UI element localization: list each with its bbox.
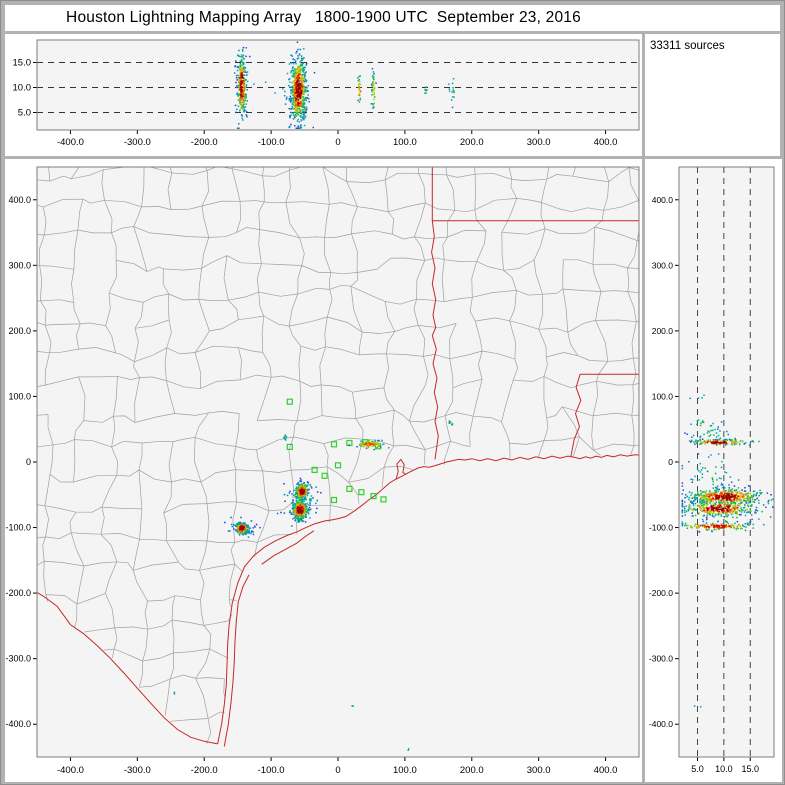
lma-station-markers <box>286 398 387 504</box>
svg-text:-100.0: -100.0 <box>5 523 31 533</box>
svg-text:100.0: 100.0 <box>393 765 417 776</box>
svg-text:0: 0 <box>26 457 31 467</box>
station-marker <box>330 496 338 504</box>
svg-text:5.0: 5.0 <box>691 764 704 774</box>
svg-text:-200.0: -200.0 <box>5 588 31 598</box>
altitude-ew-plot[interactable]: 5.0 10.0 15.0 -400.0 -300.0 -200.0 -100.0 0 100.… <box>5 34 642 156</box>
panel-altitude-vs-ew: 5.0 10.0 15.0 -400.0 -300.0 -200.0 -100.0 0 100.… <box>5 34 642 156</box>
station-marker <box>358 489 365 496</box>
svg-text:100.0: 100.0 <box>8 391 31 401</box>
svg-text:200.0: 200.0 <box>652 326 674 336</box>
altitude-ns-plot[interactable]: 5.0 10.0 15.0 -400.0 -300.0 -200.0 -100.0 0 100.… <box>645 159 782 782</box>
station-marker <box>286 443 293 450</box>
station-marker <box>321 472 328 479</box>
svg-text:10.0: 10.0 <box>13 83 32 94</box>
station-marker <box>330 441 338 448</box>
svg-text:100.0: 100.0 <box>393 137 417 148</box>
svg-text:300.0: 300.0 <box>527 765 551 776</box>
svg-text:-100.0: -100.0 <box>258 137 285 148</box>
lightning-sources-ew <box>233 41 455 129</box>
svg-text:400.0: 400.0 <box>594 765 618 776</box>
plan-view-map-plot[interactable]: -400.0 -300.0 -200.0 -100.0 0 100.0 200.0 300.0… <box>5 159 642 782</box>
svg-text:-200.0: -200.0 <box>191 765 218 776</box>
svg-text:400.0: 400.0 <box>594 137 618 148</box>
svg-text:300.0: 300.0 <box>8 260 31 270</box>
svg-text:-400.0: -400.0 <box>57 765 84 776</box>
svg-text:-300.0: -300.0 <box>124 137 151 148</box>
panel-source-count: 33311 sources <box>645 34 780 156</box>
svg-text:400.0: 400.0 <box>652 195 674 205</box>
station-marker <box>334 462 342 469</box>
station-marker <box>380 496 387 503</box>
svg-text:15.0: 15.0 <box>13 58 32 69</box>
title-bar: Houston Lightning Mapping Array 1800-190… <box>5 5 780 31</box>
station-marker <box>286 398 293 405</box>
station-marker <box>346 485 353 492</box>
station-marker <box>311 466 318 473</box>
svg-text:200.0: 200.0 <box>460 765 484 776</box>
svg-text:300.0: 300.0 <box>527 137 551 148</box>
lightning-sources-ns <box>681 394 774 708</box>
altitude-guide-lines: 5.0 10.0 15.0 <box>13 58 639 119</box>
svg-text:0: 0 <box>335 765 340 776</box>
svg-text:-300.0: -300.0 <box>124 765 151 776</box>
svg-text:-400.0: -400.0 <box>57 137 84 148</box>
county-boundaries <box>37 167 639 744</box>
svg-text:-200.0: -200.0 <box>191 137 218 148</box>
svg-text:400.0: 400.0 <box>8 195 31 205</box>
map-x-axis-ticks: -400.0 -300.0 -200.0 -100.0 0 100.0 200.0 300.0… <box>57 757 617 776</box>
svg-text:-400.0: -400.0 <box>5 719 31 729</box>
svg-text:-200.0: -200.0 <box>649 588 673 598</box>
panel-plan-view-map: -400.0 -300.0 -200.0 -100.0 0 100.0 200.0 300.0… <box>5 159 642 782</box>
lightning-sources-map <box>173 420 454 751</box>
svg-text:300.0: 300.0 <box>652 260 674 270</box>
base-map <box>37 167 639 747</box>
map-y-axis-ticks: -400.0 -300.0 -200.0 -100.0 0 100.0 200.0 300.0… <box>5 195 37 729</box>
altitude-guide-lines-vertical: 5.0 10.0 15.0 <box>691 167 759 774</box>
svg-text:0: 0 <box>668 457 673 467</box>
svg-text:10.0: 10.0 <box>715 764 733 774</box>
svg-text:-100.0: -100.0 <box>258 765 285 776</box>
ew-axis-ticks: -400.0 -300.0 -200.0 -100.0 0 100.0 200.0 300.0… <box>57 130 617 148</box>
svg-text:-300.0: -300.0 <box>649 654 673 664</box>
ns-axis-ticks: -400.0 -300.0 -200.0 -100.0 0 100.0 200.0 300.0… <box>649 195 679 729</box>
svg-text:15.0: 15.0 <box>741 764 759 774</box>
state-borders <box>37 167 639 747</box>
svg-text:100.0: 100.0 <box>652 391 674 401</box>
station-marker <box>370 493 377 500</box>
svg-text:-400.0: -400.0 <box>649 719 673 729</box>
svg-text:0: 0 <box>335 137 340 148</box>
svg-text:-100.0: -100.0 <box>649 523 673 533</box>
svg-text:200.0: 200.0 <box>8 326 31 336</box>
svg-text:-300.0: -300.0 <box>5 654 31 664</box>
panel-altitude-vs-ns: 5.0 10.0 15.0 -400.0 -300.0 -200.0 -100.0 0 100.… <box>645 159 782 782</box>
svg-text:5.0: 5.0 <box>18 108 31 119</box>
page-title: Houston Lightning Mapping Array 1800-190… <box>66 9 581 26</box>
svg-text:200.0: 200.0 <box>460 137 484 148</box>
source-count-label: 33311 sources <box>650 40 725 52</box>
